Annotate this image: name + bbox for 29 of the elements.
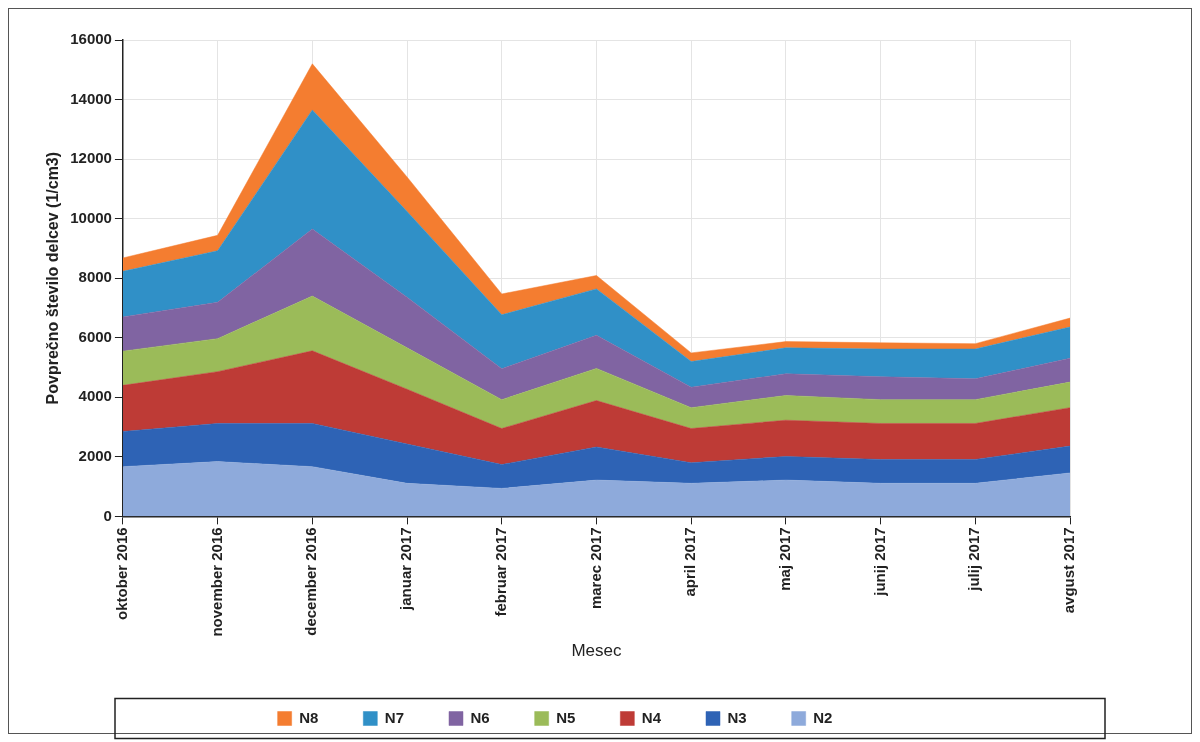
x-tick-label: november 2016 (207, 527, 225, 637)
x-tick-label: maj 2017 (776, 527, 794, 591)
x-tick-label: oktober 2016 (113, 527, 131, 620)
x-axis-title: Mesec (571, 641, 622, 661)
x-tick-label: junij 2017 (870, 527, 888, 597)
y-axis-title: Povprečno število delcev (1/cm3) (44, 151, 62, 405)
y-tick-label: 16000 (70, 30, 112, 48)
y-tick-label: 10000 (70, 208, 112, 226)
x-tick-label: marec 2017 (586, 527, 604, 610)
legend-label: N6 (470, 708, 490, 726)
legend-label: N7 (384, 708, 404, 726)
y-tick-label: 12000 (70, 149, 112, 167)
y-tick-label: 8000 (78, 268, 112, 286)
y-tick-label: 6000 (78, 327, 112, 345)
x-tick-label: avgust 2017 (1060, 527, 1078, 614)
y-tick-label: 0 (103, 506, 112, 524)
legend-label: N2 (813, 708, 833, 726)
legend-label: N3 (727, 708, 747, 726)
x-tick-label: januar 2017 (397, 527, 415, 611)
legend-label: N8 (299, 708, 319, 726)
y-tick-label: 4000 (78, 387, 112, 405)
x-tick-label: februar 2017 (491, 527, 509, 617)
x-tick-label: december 2016 (302, 527, 320, 636)
x-tick-label: april 2017 (681, 527, 699, 597)
y-tick-label: 14000 (70, 89, 112, 107)
legend-label: N5 (556, 708, 576, 726)
y-tick-label: 2000 (78, 446, 112, 464)
legend-label: N4 (641, 708, 662, 726)
x-tick-label: julij 2017 (965, 527, 983, 592)
